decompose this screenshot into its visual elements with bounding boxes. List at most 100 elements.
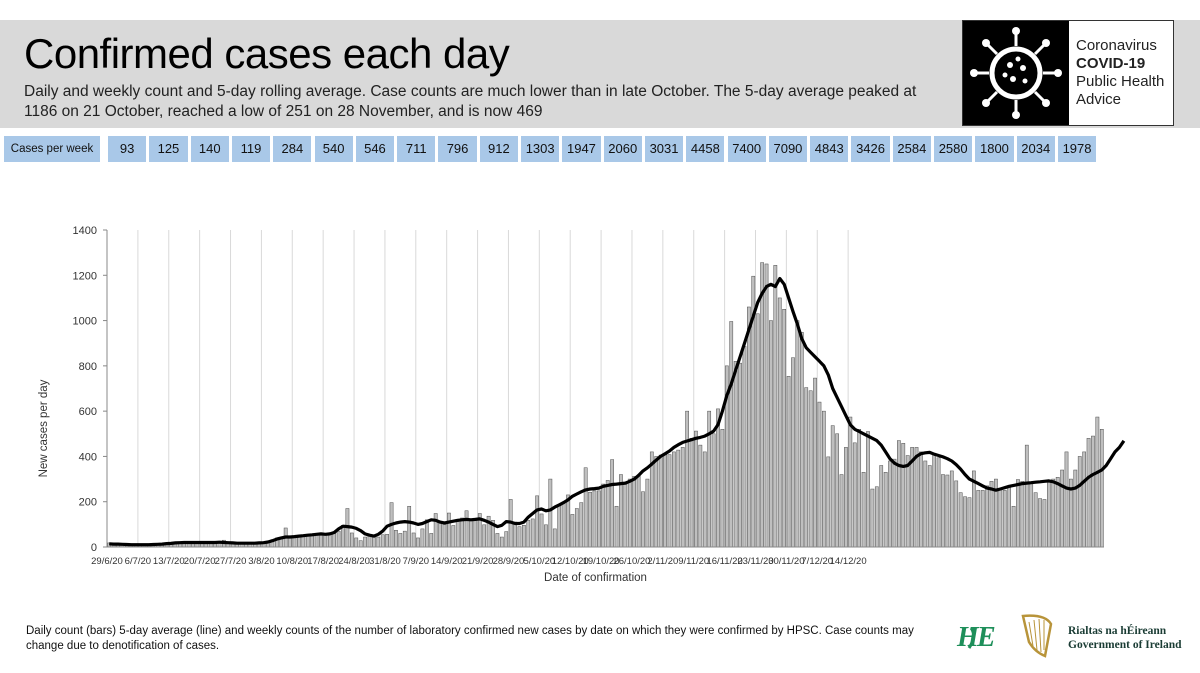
y-tick-label: 1400 xyxy=(73,225,97,237)
daily-count-bar xyxy=(473,518,478,548)
daily-count-bar xyxy=(372,535,376,548)
daily-count-bar xyxy=(292,537,297,548)
daily-count-bar xyxy=(676,449,681,548)
daily-count-bar xyxy=(358,540,363,548)
daily-count-bar xyxy=(380,534,385,548)
daily-count-bar xyxy=(349,532,354,548)
daily-count-bar xyxy=(786,376,791,548)
weekly-count-cell: 119 xyxy=(231,136,271,162)
daily-count-bar xyxy=(522,525,526,548)
x-tick-label: 2/11/20 xyxy=(647,556,678,567)
covid-logo: Coronavirus COVID-19 Public Health Advic… xyxy=(962,20,1174,126)
daily-count-bar xyxy=(861,472,866,548)
daily-count-bar xyxy=(905,455,910,548)
daily-count-bar xyxy=(1042,499,1047,548)
weekly-label: Cases per week xyxy=(4,136,100,162)
daily-count-bar xyxy=(769,320,773,548)
daily-count-bar xyxy=(1002,490,1007,548)
daily-count-bar xyxy=(672,451,676,548)
daily-count-bar xyxy=(363,536,367,548)
daily-count-bar xyxy=(985,485,989,548)
daily-count-bar xyxy=(402,530,407,548)
daily-count-bar xyxy=(327,534,332,548)
x-tick-label: 7/9/20 xyxy=(403,556,429,567)
daily-count-bar xyxy=(429,533,434,548)
page-subtitle: Daily and weekly count and 5-day rolling… xyxy=(24,83,917,120)
daily-count-bar xyxy=(641,491,645,548)
daily-count-bar xyxy=(499,536,504,548)
daily-count-bar xyxy=(557,504,562,548)
x-tick-label: 17/8/20 xyxy=(307,556,339,567)
weekly-count-cell: 3031 xyxy=(644,136,684,162)
daily-count-bar xyxy=(852,442,857,548)
daily-count-bar xyxy=(1024,444,1029,548)
virus-icon-background xyxy=(963,21,1069,125)
weekly-count-cell: 796 xyxy=(438,136,477,162)
daily-count-bar xyxy=(1095,416,1100,548)
daily-count-bar xyxy=(963,496,967,548)
daily-count-bar xyxy=(469,520,473,548)
daily-count-bar xyxy=(1007,485,1012,548)
weekly-count-cell: 546 xyxy=(355,136,395,162)
daily-count-bar xyxy=(623,483,628,548)
daily-count-bar xyxy=(460,517,464,548)
daily-count-bar xyxy=(932,453,937,548)
logo-line-4: Advice xyxy=(1076,91,1122,108)
daily-count-bar xyxy=(517,526,522,548)
daily-count-bar xyxy=(711,433,716,548)
weekly-count-cell: 3426 xyxy=(851,136,890,162)
daily-count-bar xyxy=(332,532,337,548)
y-tick-label: 1200 xyxy=(73,270,97,282)
x-tick-label: 12/10/20 xyxy=(552,556,589,567)
daily-count-bar xyxy=(1099,429,1104,548)
y-tick-label: 1000 xyxy=(73,316,97,328)
daily-count-bar xyxy=(945,474,950,548)
x-tick-label: 10/8/20 xyxy=(276,556,308,567)
daily-count-bar xyxy=(605,480,610,548)
daily-count-bar xyxy=(808,390,813,548)
daily-count-bar xyxy=(1051,478,1056,548)
daily-count-bar xyxy=(1060,469,1064,548)
daily-count-bar xyxy=(1091,435,1095,548)
daily-count-bar xyxy=(1038,498,1042,548)
daily-count-bar xyxy=(949,470,954,548)
daily-count-bar xyxy=(989,481,994,548)
x-tick-label: 14/12/20 xyxy=(830,556,867,567)
daily-count-bar xyxy=(530,518,535,548)
daily-count-bar xyxy=(416,537,420,548)
weekly-count-cell: 1947 xyxy=(562,136,601,162)
daily-count-bar xyxy=(566,494,570,548)
y-axis-title: New cases per day xyxy=(38,379,50,477)
daily-count-bar xyxy=(1086,438,1091,548)
weekly-count-cell: 2034 xyxy=(1016,136,1055,162)
daily-count-bar xyxy=(376,536,381,548)
x-tick-label: 6/7/20 xyxy=(125,556,151,567)
daily-count-bar xyxy=(685,410,689,548)
x-tick-label: 7/12/20 xyxy=(801,556,833,567)
daily-count-bar xyxy=(760,262,764,548)
daily-count-bar xyxy=(791,357,795,548)
daily-count-bar xyxy=(279,538,284,548)
daily-count-bar xyxy=(588,491,592,548)
daily-count-bar xyxy=(570,514,575,548)
daily-count-bar xyxy=(914,447,919,548)
daily-count-bar xyxy=(627,478,632,548)
weekly-count-cell: 7400 xyxy=(727,136,766,162)
daily-count-bar xyxy=(897,440,901,548)
daily-count-bar xyxy=(698,444,703,548)
daily-count-bar xyxy=(782,309,787,548)
daily-count-bar xyxy=(795,320,800,548)
daily-count-bar xyxy=(835,433,839,548)
daily-count-bar xyxy=(438,521,442,548)
daily-count-bar xyxy=(451,525,456,548)
daily-count-bar xyxy=(544,524,548,548)
daily-count-bar xyxy=(694,430,698,548)
daily-count-bar xyxy=(958,492,963,548)
daily-count-bar xyxy=(305,534,310,548)
daily-count-bar xyxy=(654,456,659,548)
daily-count-bar xyxy=(504,531,509,548)
government-of-ireland-text: Rialtas na hÉireann Government of Irelan… xyxy=(1068,624,1182,652)
daily-count-bar xyxy=(680,447,685,548)
y-tick-label: 400 xyxy=(79,451,97,463)
virus-icon xyxy=(970,27,1062,119)
